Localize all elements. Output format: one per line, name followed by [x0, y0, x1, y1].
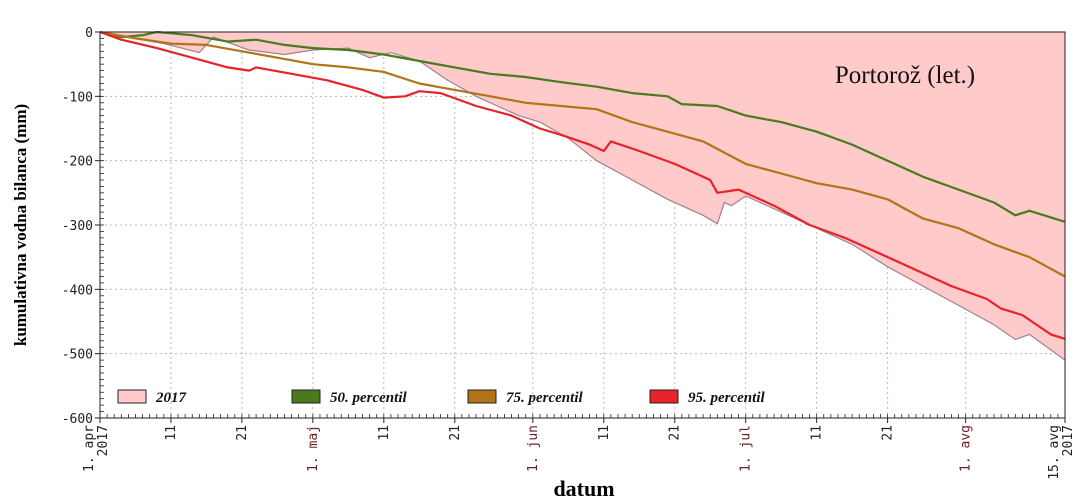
y-tick-label: 0	[85, 26, 93, 41]
station-annotation: Portorož (let.)	[835, 62, 975, 89]
x-tick-label: 11	[597, 425, 612, 441]
x-tick-label: 21	[881, 425, 896, 441]
x-tick-label: 11	[164, 425, 179, 441]
legend-swatch	[467, 389, 497, 404]
series-95-percentil-line	[99, 30, 1066, 340]
x-tick-sublabel: 2017	[96, 425, 111, 456]
series-50-percentil-line	[99, 30, 1066, 223]
legend-label: 2017	[155, 390, 187, 406]
legend: 2017 50. percentil 75. percentil 95. percen…	[117, 389, 765, 406]
legend-swatch	[117, 389, 147, 404]
legend-label: 50. percentil	[330, 390, 407, 406]
series-2017-area	[100, 32, 1065, 361]
x-tick-label: 21	[448, 425, 463, 441]
legend-label: 75. percentil	[506, 390, 583, 406]
legend-swatch	[291, 389, 321, 404]
x-tick-label: 11	[810, 425, 825, 441]
x-tick-label: 11	[377, 425, 392, 441]
x-tick-label: 1. jul	[739, 425, 754, 472]
y-tick-label: -300	[62, 219, 93, 234]
legend-swatch	[649, 389, 679, 404]
area-layer	[99, 31, 1066, 361]
x-axis-label: datum	[553, 476, 614, 501]
x-tick-label: 21	[668, 425, 683, 441]
x-tick-sublabel: 2017	[1061, 425, 1076, 456]
y-tick-label: -500	[62, 348, 93, 363]
x-tick-label: 1. apr	[82, 425, 97, 472]
y-tick-label: -100	[62, 90, 93, 105]
grid	[100, 32, 1065, 418]
x-tick-label: 1. avg	[959, 425, 974, 472]
legend-label: 95. percentil	[688, 390, 765, 406]
line-layer	[99, 30, 1066, 340]
y-axis-label: kumulativna vodna bilanca (mm)	[11, 104, 30, 346]
x-tick-label: 1. maj	[306, 425, 321, 472]
x-tick-label: 21	[235, 425, 250, 441]
y-tick-label: -400	[62, 283, 93, 298]
y-tick-label: -200	[62, 155, 93, 170]
series-75-percentil-line	[99, 30, 1066, 278]
x-tick-label: 1. jun	[526, 425, 541, 472]
series-2017-line	[99, 31, 1066, 361]
y-tick-label: -600	[62, 412, 93, 427]
x-tick-label: 15. avg	[1047, 425, 1062, 480]
